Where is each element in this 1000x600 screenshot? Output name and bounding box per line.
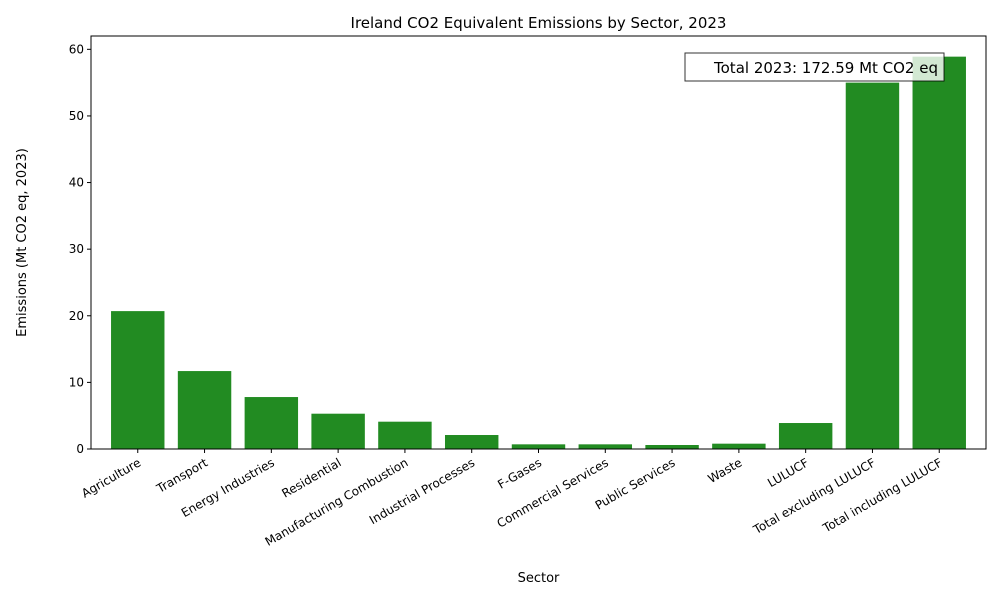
x-tick-label: Residential [279, 455, 343, 500]
y-axis: 0 10 20 30 40 50 60 [69, 42, 91, 456]
y-tick-label: 30 [69, 242, 84, 256]
x-tick-label: Total including LULUCF [820, 455, 945, 535]
x-tick-label: Total excluding LULUCF [750, 455, 878, 537]
total-annotation-text: Total 2023: 172.59 Mt CO2 eq [713, 59, 938, 77]
y-tick-label: 20 [69, 309, 84, 323]
bar-energy-industries [244, 397, 299, 449]
bar-commercial-services [578, 444, 633, 449]
bar-industrial-processes [444, 435, 499, 449]
y-tick-label: 40 [69, 176, 84, 190]
bar-transport [177, 371, 232, 449]
x-tick-label: Transport [153, 455, 210, 496]
bars-group [111, 56, 966, 450]
chart-title: Ireland CO2 Equivalent Emissions by Sect… [351, 14, 727, 32]
y-tick-label: 50 [69, 109, 84, 123]
x-tick-label: LULUCF [765, 455, 811, 490]
y-axis-label: Emissions (Mt CO2 eq, 2023) [15, 148, 30, 337]
x-tick-label: Agriculture [79, 455, 143, 500]
bar-residential [311, 413, 365, 449]
bar-agriculture [111, 311, 165, 449]
bar-public-services [645, 445, 699, 449]
bar-manufacturing-combustion [378, 421, 432, 449]
x-tick-label: Waste [706, 455, 745, 486]
y-tick-label: 0 [76, 442, 84, 456]
total-annotation-box [684, 52, 945, 82]
bar-total-including-lulucf [912, 56, 966, 450]
bar-lulucf [778, 423, 833, 449]
bar-total-excluding-lulucf [845, 82, 900, 450]
bar-f-gases [511, 444, 566, 449]
total-annotation: Total 2023: 172.59 Mt CO2 eq [684, 52, 945, 82]
x-axis-label: Sector [518, 571, 560, 586]
x-tick-label: F-Gases [495, 455, 544, 491]
y-tick-label: 10 [69, 375, 84, 389]
x-tick-label: Commercial Services [495, 455, 611, 530]
bar-waste [712, 443, 766, 449]
y-tick-label: 60 [69, 42, 84, 56]
